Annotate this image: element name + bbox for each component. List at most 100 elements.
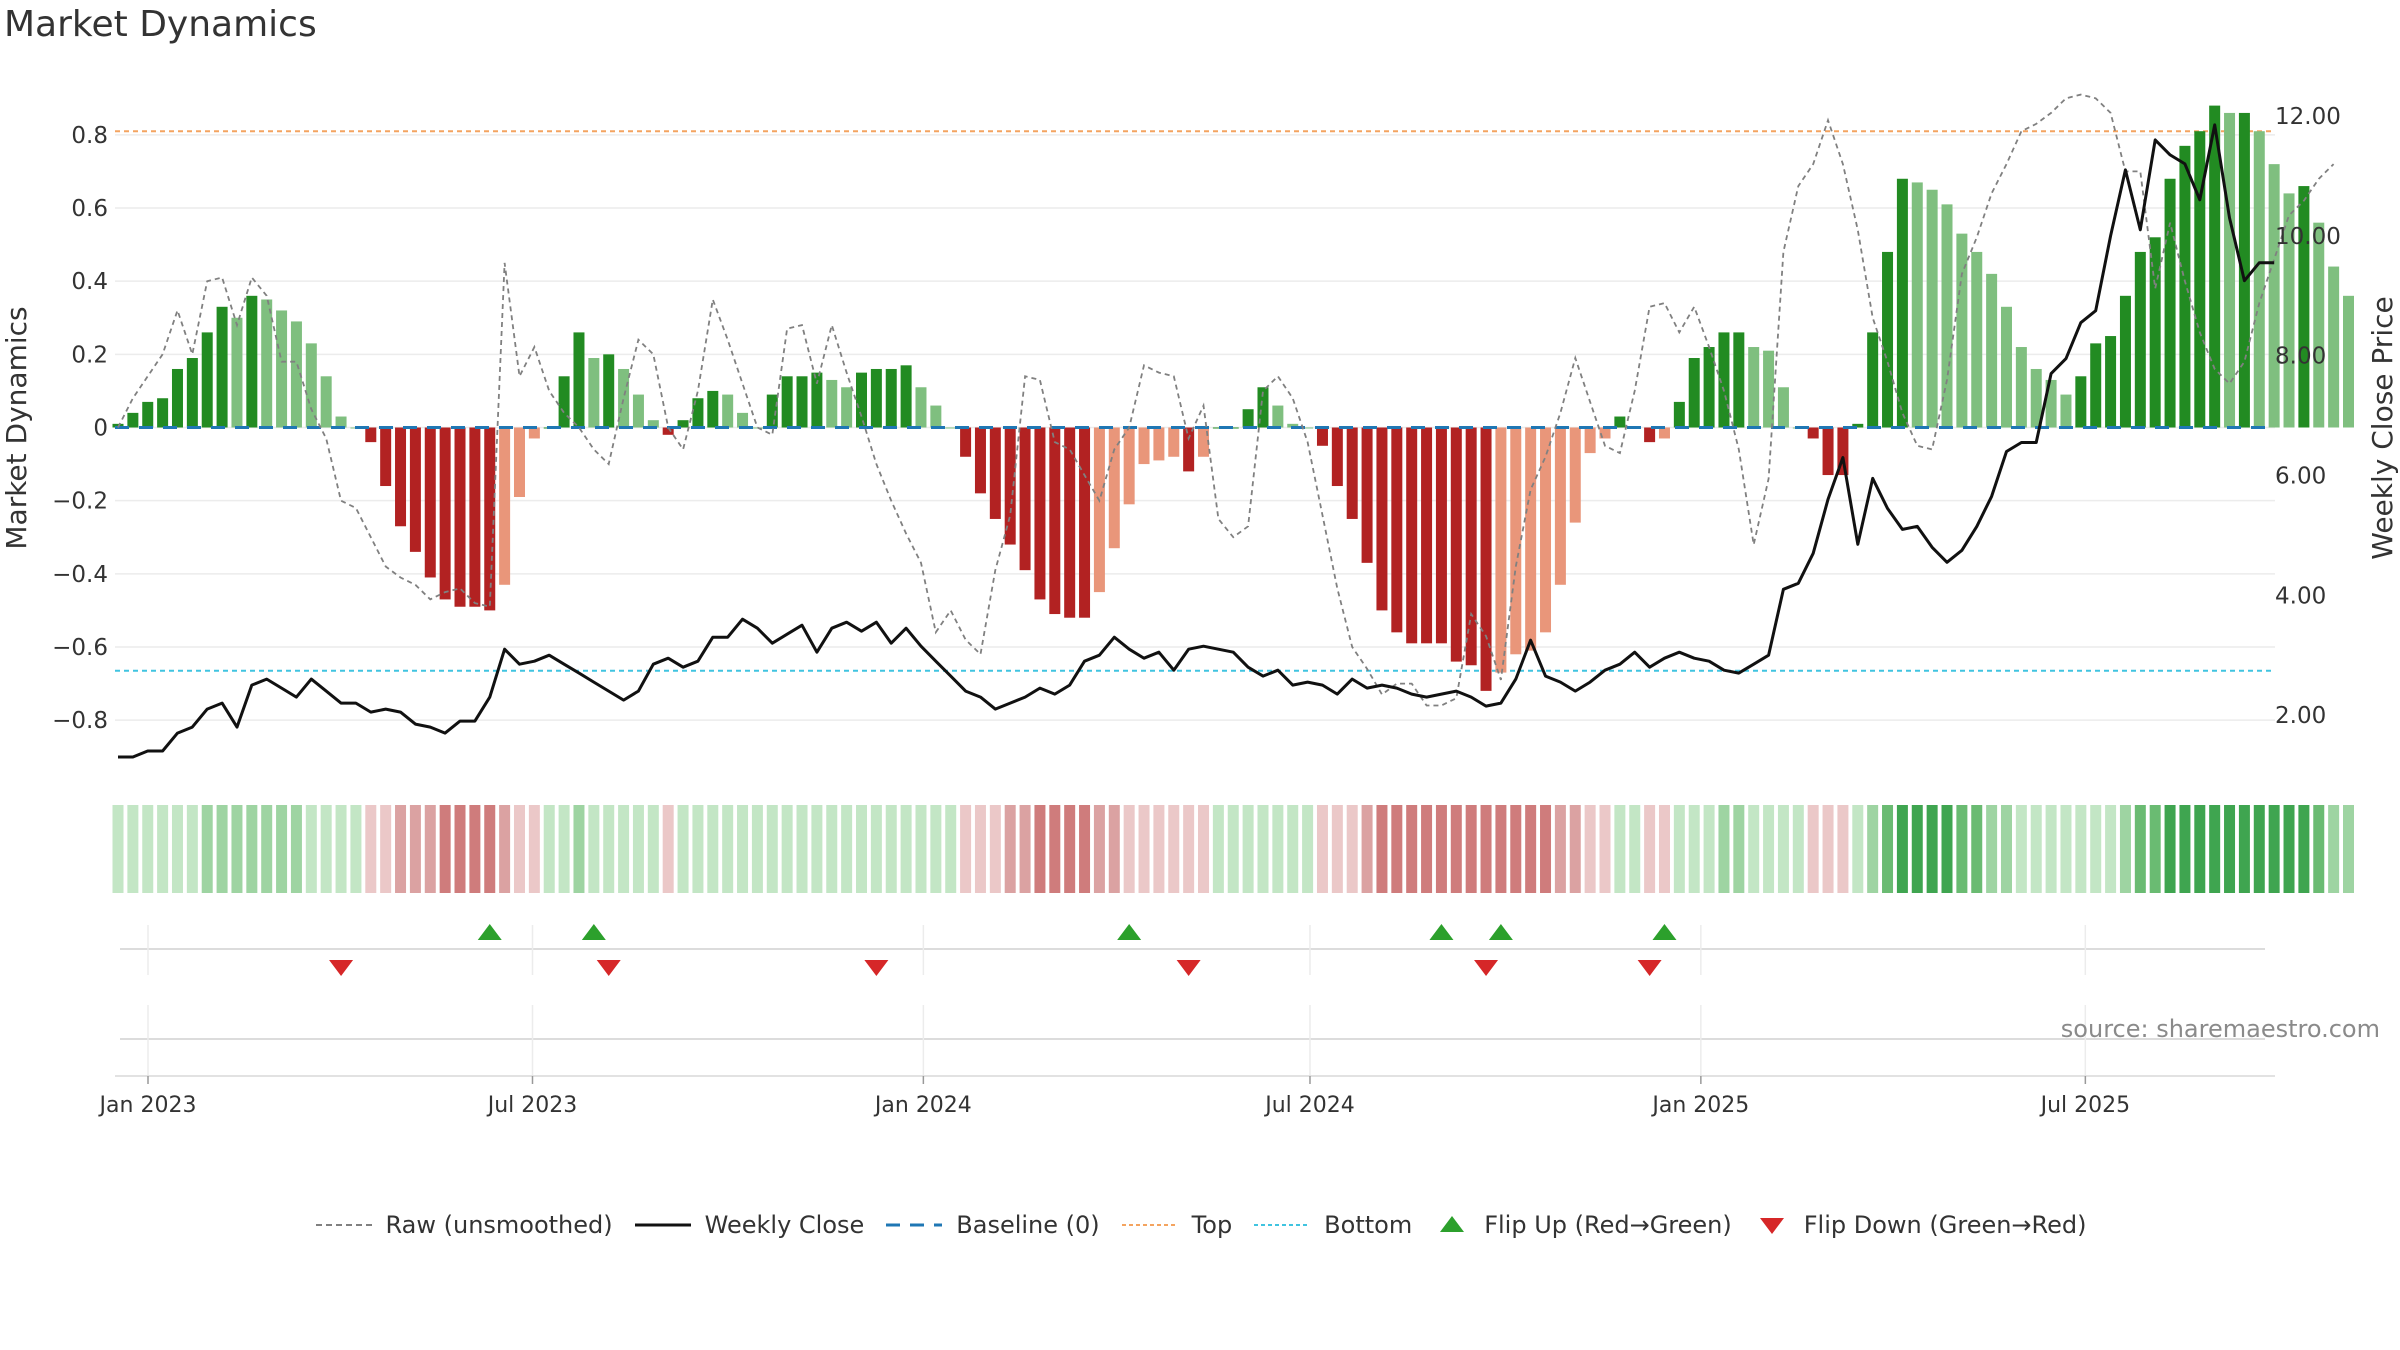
- dynamics-bar: [171, 368, 183, 428]
- regime-cell: [1644, 805, 1656, 893]
- close-line: [118, 123, 2275, 759]
- dynamics-bar: [1421, 427, 1433, 644]
- x-tick-label: Jan 2025: [1650, 1093, 1749, 1118]
- dynamics-bar: [618, 368, 630, 428]
- legend-close[interactable]: Weekly Close: [633, 1211, 864, 1239]
- regime-cell: [171, 805, 183, 893]
- left-axis-title: Market Dynamics: [0, 306, 33, 549]
- dynamics-bar: [1896, 178, 1908, 428]
- regime-cell: [216, 805, 228, 893]
- dynamics-bar: [1435, 427, 1447, 644]
- legend-baseline[interactable]: Baseline (0): [884, 1211, 1100, 1239]
- regime-cell: [543, 805, 555, 893]
- legend-raw[interactable]: Raw (unsmoothed): [314, 1211, 613, 1239]
- regime-cell: [499, 805, 511, 893]
- regime-cell: [573, 805, 585, 893]
- dynamics-bar: [2298, 186, 2310, 428]
- dynamics-bar: [647, 420, 659, 428]
- dynamics-bar: [1465, 427, 1477, 666]
- dynamics-bar: [305, 343, 317, 428]
- regime-cell: [1748, 805, 1760, 893]
- regime-cell: [1287, 805, 1299, 893]
- dynamics-bar: [1123, 427, 1135, 505]
- regime-cell: [1257, 805, 1269, 893]
- legend-flip-down[interactable]: Flip Down (Green→Red): [1752, 1211, 2087, 1239]
- dynamics-bar: [841, 387, 853, 428]
- regime-cell: [261, 805, 273, 893]
- dynamics-bar: [1019, 427, 1031, 571]
- regime-cell: [588, 805, 600, 893]
- regime-cell: [1688, 805, 1700, 893]
- dynamics-bar: [246, 295, 258, 428]
- left-tick-label: 0.2: [71, 342, 108, 368]
- left-tick-label: 0.6: [71, 196, 108, 222]
- regime-cell: [1480, 805, 1492, 893]
- legend-top[interactable]: Top: [1120, 1211, 1232, 1239]
- regime-cell: [2238, 805, 2250, 893]
- regime-cell: [1034, 805, 1046, 893]
- regime-cell: [2060, 805, 2072, 893]
- dynamics-bar: [2149, 237, 2161, 428]
- dynamics-bar: [1168, 427, 1180, 457]
- legend-bottom-label: Bottom: [1324, 1211, 1413, 1239]
- regime-cell: [246, 805, 258, 893]
- dynamics-bar: [335, 416, 347, 428]
- flip-up-marker: [477, 924, 502, 940]
- left-tick-label: −0.4: [52, 562, 108, 588]
- dynamics-bar: [1867, 332, 1879, 428]
- regime-cell: [1376, 805, 1388, 893]
- dynamics-bar: [216, 306, 228, 428]
- x-tick-label: Jan 2024: [873, 1093, 972, 1118]
- regime-cell: [766, 805, 778, 893]
- dynamics-bar: [870, 368, 882, 428]
- regime-cell: [945, 805, 957, 893]
- dynamics-bar: [320, 376, 332, 428]
- regime-cell: [885, 805, 897, 893]
- legend-flip-up[interactable]: Flip Up (Red→Green): [1432, 1211, 1732, 1239]
- dynamics-bar: [2209, 105, 2221, 428]
- dynamics-bar: [1763, 350, 1775, 428]
- regime-cell: [2015, 805, 2027, 893]
- dynamics-bar: [1807, 427, 1819, 439]
- flip-up-marker: [1117, 924, 1142, 940]
- regime-cell: [1763, 805, 1775, 893]
- regime-cell: [2134, 805, 2146, 893]
- dynamics-bar: [439, 427, 451, 600]
- dynamics-bar: [1391, 427, 1403, 633]
- regime-cell: [811, 805, 823, 893]
- right-tick-label: 10.00: [2275, 224, 2341, 250]
- dynamics-bar: [528, 427, 540, 439]
- regime-cell: [1510, 805, 1522, 893]
- legend-bottom[interactable]: Bottom: [1252, 1211, 1412, 1239]
- dynamics-bar: [395, 427, 407, 527]
- regime-cell: [2209, 805, 2221, 893]
- dynamics-bar: [2164, 178, 2176, 428]
- regime-cell: [380, 805, 392, 893]
- regime-cell: [2313, 805, 2325, 893]
- regime-cell: [1941, 805, 1953, 893]
- close-series: [118, 123, 2275, 759]
- dynamics-bar: [2090, 343, 2102, 428]
- dynamics-bar: [1658, 427, 1670, 439]
- regime-cell: [2268, 805, 2280, 893]
- legend-baseline-swatch: [886, 1223, 943, 1227]
- axes: −0.8 −0.6 −0.4 −0.2 0 0.2 0.4 0.6 0.8 2.00 4.00 6.0…: [0, 104, 2399, 734]
- x-tick-label: Jan 2023: [98, 1093, 197, 1118]
- chart-legend: Raw (unsmoothed) Weekly Close Baseline (…: [0, 1205, 2400, 1245]
- dynamics-bar: [276, 310, 288, 428]
- dynamics-bar: [2268, 164, 2280, 428]
- regime-cell: [2030, 805, 2042, 893]
- regime-cell: [2283, 805, 2295, 893]
- dynamics-bar: [1777, 387, 1789, 428]
- dynamics-bar: [2313, 222, 2325, 428]
- dynamics-bar: [930, 405, 942, 428]
- regime-cell: [1956, 805, 1968, 893]
- regime-cell: [439, 805, 451, 893]
- regime-cell: [2194, 805, 2206, 893]
- regime-cell: [1242, 805, 1254, 893]
- dynamics-bar: [1212, 427, 1224, 429]
- regime-cell: [2253, 805, 2265, 893]
- regime-cell: [1019, 805, 1031, 893]
- regime-cell: [1926, 805, 1938, 893]
- dynamics-bar: [1316, 427, 1328, 446]
